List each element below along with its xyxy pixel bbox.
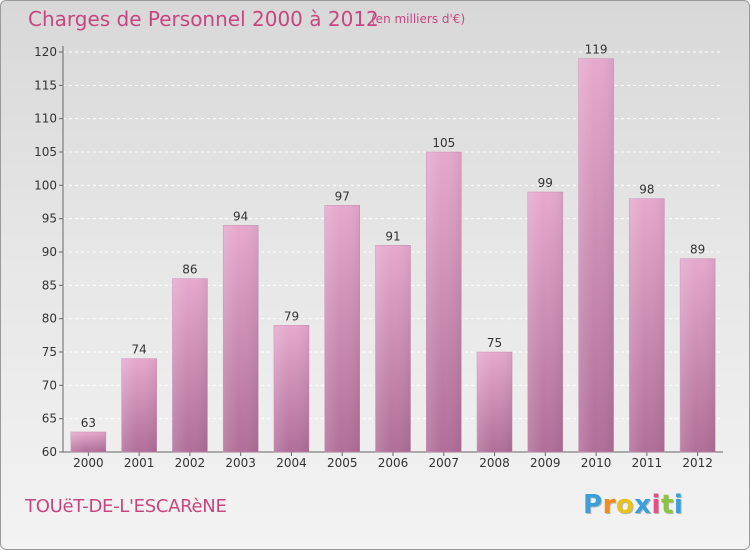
x-tick-label: 2005 [327,456,358,470]
bar-shine [527,192,563,452]
place-name: TOUëT-DE-L'ESCARèNE [25,496,227,517]
y-tick-label: 120 [34,45,57,59]
x-tick-label: 2001 [124,456,155,470]
bar-shine [121,358,157,452]
y-tick-label: 90 [42,245,57,259]
logo-letter: i [651,490,661,520]
value-label: 105 [432,136,455,150]
y-tick-label: 70 [42,378,57,392]
x-tick-label: 2004 [276,456,307,470]
x-tick-label: 2006 [378,456,409,470]
logo-letter: i [673,490,684,520]
bar-shine [324,205,360,452]
value-label: 97 [335,189,350,203]
y-tick-label: 115 [34,78,57,92]
bar-shine [629,198,665,452]
y-tick-label: 95 [42,212,57,226]
bar-shine [680,258,716,452]
chart-title: Charges de Personnel 2000 à 2012 [28,7,379,31]
bar-shine [426,152,462,452]
bar-shine [273,325,309,452]
y-tick-label: 85 [42,278,57,292]
logo-letter: x [634,490,652,520]
x-tick-label: 2002 [175,456,206,470]
x-tick-label: 2008 [479,456,510,470]
value-label: 63 [81,416,96,430]
x-tick-label: 2009 [530,456,561,470]
logo-letter: t [660,490,674,520]
logo-letter: r [602,490,616,520]
y-tick-label: 100 [34,178,57,192]
value-label: 91 [385,229,400,243]
value-label: 119 [585,43,608,57]
value-label: 74 [132,343,147,357]
x-tick-label: 2010 [581,456,612,470]
bar-shine [172,278,208,452]
value-label: 86 [182,263,197,277]
y-tick-label: 80 [42,312,57,326]
x-tick-label: 2012 [682,456,713,470]
bar-shine [477,352,513,452]
y-tick-label: 75 [42,345,57,359]
value-label: 94 [233,209,248,223]
x-tick-label: 2011 [632,456,663,470]
y-tick-label: 110 [34,112,57,126]
x-tick-label: 2000 [73,456,104,470]
value-label: 75 [487,336,502,350]
proxiti-logo[interactable]: Proxiti [583,490,683,520]
bar-shine [578,58,614,453]
logo-letter: P [583,490,603,520]
bar-shine [70,432,106,452]
y-tick-label: 60 [42,445,57,459]
bar-shine [375,245,411,452]
value-label: 98 [639,183,654,197]
value-label: 99 [538,176,553,190]
x-tick-label: 2007 [428,456,459,470]
x-tick-label: 2003 [225,456,256,470]
value-label: 89 [690,243,705,257]
y-tick-label: 65 [42,412,57,426]
bar-shine [223,225,259,452]
logo-letter: o [615,490,635,520]
chart-unit: (en milliers d'€) [371,12,466,26]
value-label: 79 [284,309,299,323]
y-tick-label: 105 [34,145,57,159]
